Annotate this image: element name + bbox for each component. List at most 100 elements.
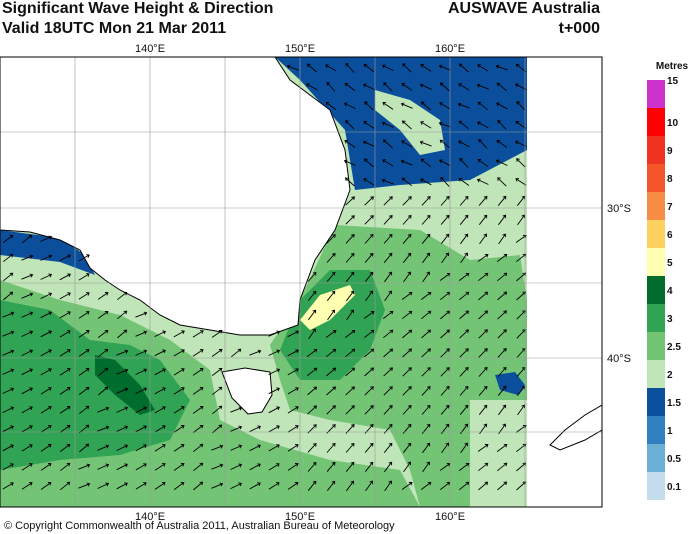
direction-arrow <box>212 386 223 396</box>
direction-arrow <box>495 159 508 166</box>
direction-arrow <box>230 482 243 490</box>
direction-arrow <box>116 406 129 413</box>
direction-arrow <box>383 367 393 377</box>
direction-arrow <box>79 424 90 434</box>
direction-arrow <box>382 159 394 167</box>
direction-arrow <box>362 140 375 147</box>
direction-arrow <box>97 329 109 338</box>
direction-arrow <box>40 330 52 338</box>
direction-arrow <box>40 235 53 242</box>
direction-arrow <box>459 310 470 320</box>
direction-arrow <box>192 368 204 376</box>
direction-arrow <box>345 348 356 358</box>
direction-arrow <box>21 254 34 261</box>
direction-arrow <box>421 367 431 377</box>
direction-arrow <box>78 349 90 357</box>
direction-arrow <box>211 463 224 470</box>
direction-arrow <box>477 444 489 452</box>
direction-arrow <box>477 159 489 167</box>
direction-arrow <box>440 310 451 320</box>
direction-arrow <box>497 195 507 206</box>
direction-arrow <box>40 482 52 490</box>
direction-arrow <box>383 233 393 244</box>
direction-arrow <box>327 309 335 321</box>
direction-arrow <box>364 252 374 263</box>
direction-arrow <box>383 252 393 263</box>
direction-arrow <box>59 425 71 433</box>
direction-arrow <box>307 443 317 453</box>
direction-arrow <box>440 404 450 415</box>
direction-arrow <box>173 444 185 452</box>
direction-arrow <box>421 310 432 320</box>
direction-arrow <box>459 404 469 415</box>
direction-arrow <box>515 178 527 186</box>
direction-arrow <box>364 196 374 206</box>
direction-arrow <box>116 349 129 356</box>
direction-arrow <box>364 215 374 225</box>
direction-arrow <box>458 120 469 130</box>
direction-arrow <box>421 348 431 358</box>
direction-arrow <box>211 349 223 357</box>
direction-arrow <box>478 366 488 377</box>
colorbar-label: 10 <box>667 118 679 129</box>
direction-arrow <box>2 463 14 471</box>
direction-arrow <box>514 140 527 147</box>
direction-arrow <box>381 121 394 128</box>
direction-arrow <box>441 252 449 264</box>
colorbar-swatch <box>647 360 665 388</box>
colorbar-label: 5 <box>667 258 673 269</box>
direction-arrow <box>497 462 508 472</box>
direction-arrow <box>154 387 166 395</box>
direction-arrow <box>459 348 469 358</box>
direction-arrow <box>21 387 33 395</box>
direction-arrow <box>2 349 15 356</box>
direction-arrow <box>3 253 14 263</box>
direction-arrow <box>79 405 90 415</box>
direction-arrow <box>478 348 488 358</box>
direction-arrow <box>382 139 393 149</box>
direction-arrow <box>345 442 355 453</box>
direction-arrow <box>476 83 489 90</box>
direction-arrow <box>401 83 413 91</box>
direction-arrow <box>364 442 374 453</box>
direction-arrow <box>211 482 224 489</box>
colorbar-label: 2.5 <box>667 342 681 353</box>
direction-arrow <box>363 178 375 186</box>
direction-arrow <box>363 121 375 129</box>
colorbar-label: 8 <box>667 174 673 185</box>
direction-arrow <box>345 252 355 263</box>
direction-arrow <box>458 462 470 471</box>
colorbar-swatch <box>647 164 665 192</box>
direction-arrow <box>478 139 488 149</box>
direction-arrow <box>193 462 204 472</box>
direction-arrow <box>230 425 243 432</box>
colorbar-label: 2 <box>667 370 673 381</box>
direction-arrow <box>2 387 15 394</box>
direction-arrow <box>440 177 450 187</box>
direction-arrow <box>287 330 299 338</box>
colorbar-label: 7 <box>667 202 673 213</box>
direction-arrow <box>40 311 52 319</box>
direction-arrow <box>345 405 355 415</box>
direction-arrow <box>306 83 318 91</box>
direction-arrow <box>192 406 204 414</box>
direction-arrow <box>383 442 393 453</box>
direction-arrow <box>40 387 52 395</box>
direction-arrow <box>365 290 373 302</box>
direction-arrow <box>135 311 148 318</box>
direction-arrow <box>383 386 393 396</box>
direction-arrow <box>78 368 90 376</box>
direction-arrow <box>515 83 527 91</box>
colorbar-swatch <box>647 472 665 500</box>
direction-arrow <box>496 140 508 148</box>
direction-arrow <box>420 158 431 168</box>
direction-arrow <box>307 461 317 472</box>
direction-arrow <box>60 481 71 491</box>
direction-arrow <box>117 291 128 301</box>
lat-label: 30°S <box>607 203 631 215</box>
product: AUSWAVE Australia <box>448 0 600 17</box>
direction-arrow <box>346 309 354 321</box>
direction-arrow <box>364 101 374 111</box>
direction-arrow <box>517 214 525 226</box>
direction-arrow <box>40 463 52 471</box>
